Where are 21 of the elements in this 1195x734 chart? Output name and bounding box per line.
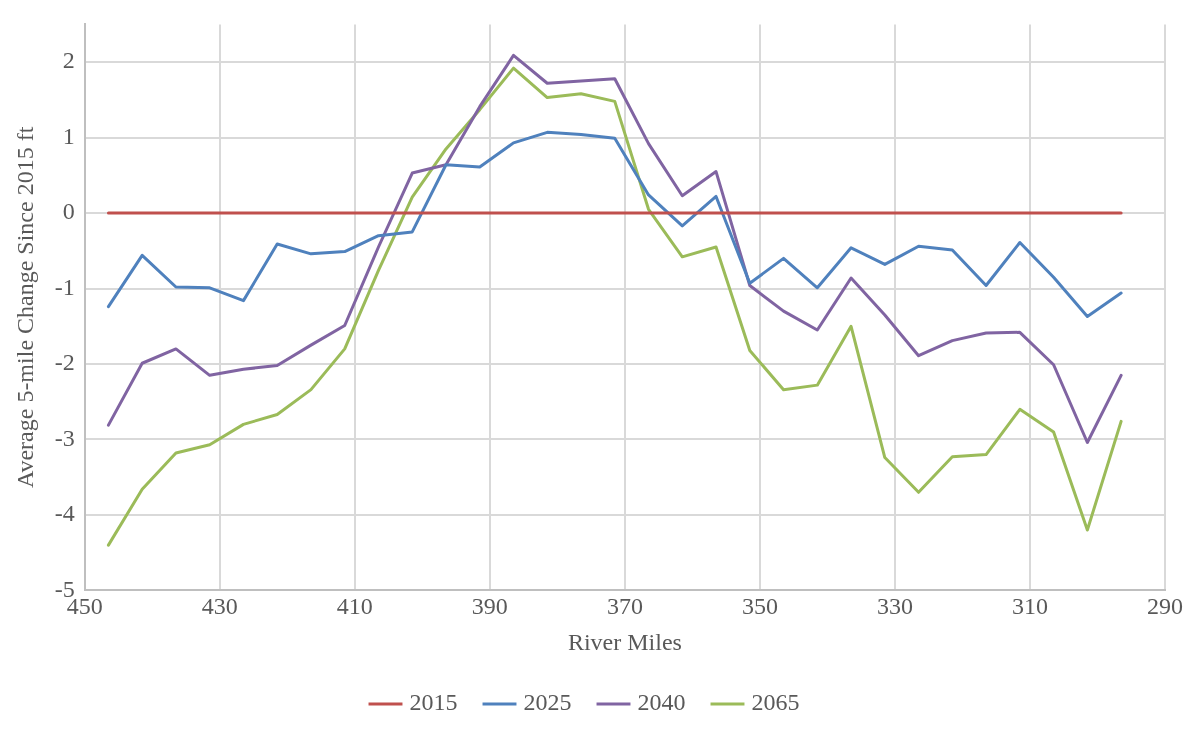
y-tick-label: -3 (54, 424, 75, 451)
x-tick-label: 370 (606, 593, 643, 620)
x-tick-label: 330 (876, 593, 913, 620)
x-tick-label: 390 (471, 593, 508, 620)
y-axis-title: Average 5-mile Change Since 2015 ft (11, 126, 38, 489)
x-tick-label: 290 (1147, 593, 1183, 620)
y-tick-label: 0 (62, 198, 75, 225)
y-tick-label: 1 (62, 122, 75, 149)
x-tick-label: 430 (201, 593, 238, 620)
x-tick-label: 310 (1011, 593, 1048, 620)
y-tick-label: -1 (54, 273, 75, 300)
legend-label: 2025 (523, 689, 572, 716)
legend-label: 2015 (409, 689, 458, 716)
legend-label: 2065 (751, 689, 800, 716)
legend-label: 2040 (637, 689, 686, 716)
y-tick-label: -4 (54, 500, 75, 527)
y-tick-label: -2 (54, 349, 75, 376)
x-tick-label: 410 (336, 593, 373, 620)
y-tick-label: 2 (62, 47, 75, 74)
x-tick-label: 350 (741, 593, 778, 620)
x-axis-title: River Miles (567, 628, 682, 655)
